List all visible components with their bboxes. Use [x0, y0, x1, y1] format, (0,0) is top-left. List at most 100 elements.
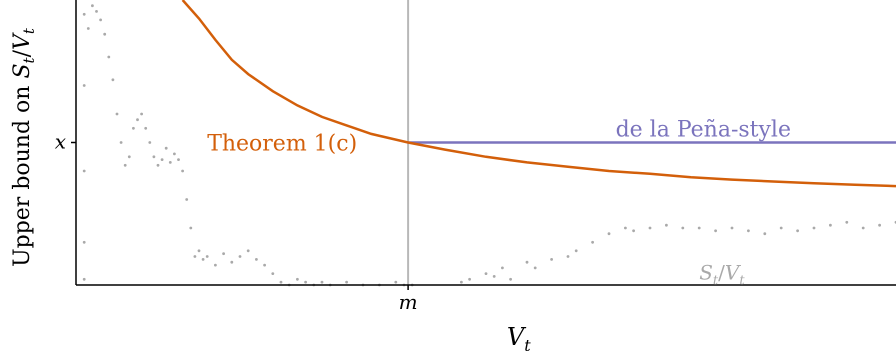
- st-vt-point: [201, 258, 205, 261]
- st-vt-point: [103, 32, 107, 36]
- st-vt-point: [681, 226, 685, 230]
- x-tick-label-m: m: [399, 290, 418, 314]
- st-vt-point: [119, 141, 123, 144]
- st-vt-point: [140, 112, 144, 116]
- st-vt-point: [82, 169, 86, 173]
- st-vt-point: [136, 118, 139, 122]
- st-vt-point: [82, 277, 86, 281]
- st-vt-point: [345, 280, 348, 284]
- st-vt-point: [246, 249, 250, 253]
- st-vt-point: [115, 112, 119, 116]
- y-axis-title-t2: t: [20, 27, 38, 34]
- st-vt-point: [730, 226, 734, 230]
- y-axis-title: Upper bound on St/Vt: [10, 27, 38, 267]
- st-vt-point: [607, 232, 611, 236]
- st-vt-point: [714, 229, 717, 233]
- st-vt-point: [99, 18, 102, 22]
- st-vt-point: [263, 263, 266, 267]
- st-vt-point: [591, 240, 594, 244]
- st-vt-point: [255, 258, 258, 261]
- st-vt-point: [624, 226, 627, 230]
- st-vt-point: [566, 255, 570, 258]
- st-vt-point: [189, 226, 193, 230]
- st-vt-point: [95, 10, 98, 13]
- st-vt-point: [181, 169, 185, 173]
- st-vt-point: [779, 226, 783, 230]
- st-vt-point: [160, 158, 164, 162]
- st-vt-point: [164, 146, 168, 150]
- st-vt-point: [193, 255, 197, 258]
- y-axis-title-text: Upper bound on: [10, 79, 35, 267]
- st-vt-point: [144, 126, 148, 130]
- st-vt-point: [127, 155, 131, 159]
- st-label-t2: t: [739, 273, 745, 288]
- st-vt-point: [665, 223, 668, 227]
- st-vt-point: [550, 258, 553, 261]
- theorem-curve: [181, 0, 896, 188]
- st-vt-point: [829, 223, 832, 227]
- st-label-t: t: [713, 273, 719, 288]
- st-vt-point: [173, 152, 176, 156]
- st-label-s: S: [699, 260, 713, 284]
- st-vt-label: St/Vt: [699, 260, 745, 288]
- st-vt-point: [91, 4, 94, 8]
- de-la-pena-label: de la Peña-style: [616, 118, 791, 143]
- st-vt-point: [82, 240, 86, 244]
- st-vt-point: [279, 280, 283, 284]
- st-vt-point: [111, 78, 115, 82]
- st-vt-point: [648, 226, 652, 230]
- st-vt-point: [271, 272, 275, 275]
- st-vt-point: [148, 141, 152, 144]
- st-vt-point: [238, 255, 242, 258]
- y-axis-title-v: V: [10, 32, 35, 50]
- st-vt-point: [304, 280, 307, 284]
- st-vt-point: [697, 226, 701, 230]
- st-vt-point: [468, 277, 471, 281]
- st-vt-point: [156, 163, 160, 167]
- st-vt-walk-series: [82, 4, 896, 287]
- st-vt-point: [197, 249, 201, 253]
- y-tick-label-x: x: [55, 130, 66, 154]
- st-vt-point: [509, 277, 512, 281]
- theorem-label: Theorem 1(c): [207, 132, 357, 157]
- st-vt-point: [501, 266, 504, 270]
- st-vt-point: [86, 27, 90, 30]
- st-vt-point: [574, 249, 578, 253]
- st-vt-point: [168, 161, 172, 164]
- st-vt-point: [845, 220, 849, 224]
- st-vt-point: [185, 198, 189, 201]
- st-vt-point: [230, 260, 234, 264]
- st-vt-point: [123, 163, 127, 167]
- st-vt-point: [533, 266, 537, 270]
- y-axis-title-t1: t: [20, 56, 38, 63]
- st-vt-point: [214, 263, 217, 267]
- st-label-slash: /: [718, 260, 725, 284]
- st-vt-point: [177, 158, 180, 162]
- st-vt-point: [320, 280, 324, 284]
- x-axis-title-t: t: [524, 336, 531, 353]
- st-vt-point: [82, 12, 86, 16]
- st-vt-point: [222, 252, 226, 256]
- st-vt-point: [394, 280, 398, 284]
- st-vt-point: [82, 84, 86, 87]
- y-axis-title-slash: /: [10, 49, 35, 57]
- st-vt-point: [205, 255, 209, 258]
- st-label-v: V: [725, 260, 742, 284]
- st-vt-point: [812, 226, 816, 230]
- st-vt-point: [484, 272, 488, 275]
- x-axis-title: Vt: [507, 323, 531, 353]
- st-vt-point: [460, 280, 463, 284]
- x-axis-title-v: V: [507, 323, 527, 351]
- st-vt-point: [861, 226, 865, 230]
- st-vt-point: [796, 229, 799, 233]
- st-vt-point: [296, 277, 299, 281]
- y-axis-title-s: S: [10, 63, 35, 78]
- st-vt-point: [132, 126, 135, 130]
- st-vt-point: [878, 223, 881, 227]
- st-vt-point: [763, 232, 767, 236]
- st-vt-point: [107, 55, 111, 59]
- st-vt-point: [492, 275, 496, 278]
- st-vt-point: [747, 229, 750, 233]
- st-vt-point: [152, 155, 156, 159]
